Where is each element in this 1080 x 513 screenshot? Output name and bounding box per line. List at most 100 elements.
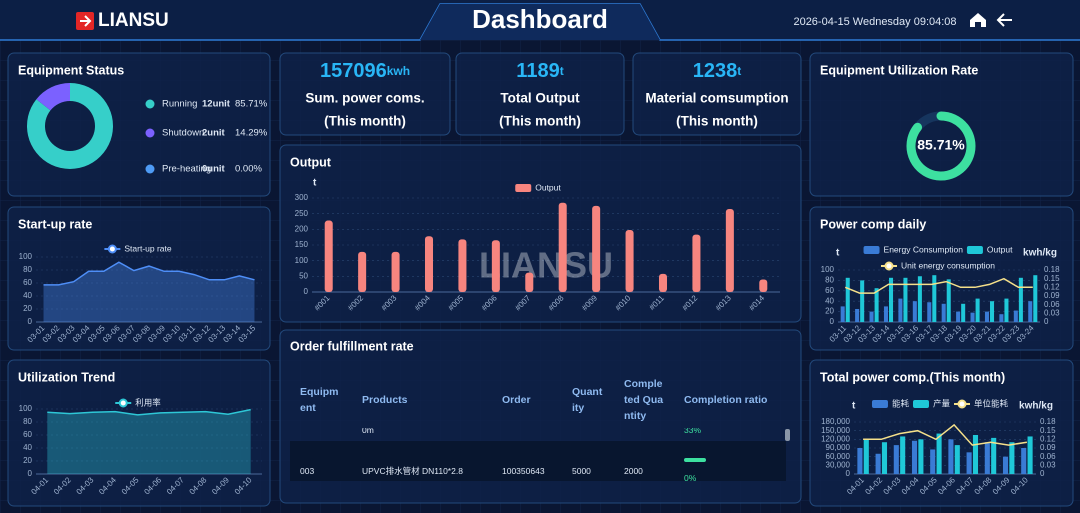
- legend-swatch: [863, 246, 880, 254]
- bar: [1028, 301, 1033, 322]
- kpi-period: (This month): [499, 114, 581, 129]
- legend-item: 利用率: [115, 397, 161, 408]
- y2-tick-label: 0.06: [1040, 452, 1056, 461]
- y2-tick-label: 0.12: [1044, 282, 1060, 291]
- bar: [984, 442, 990, 474]
- home-icon[interactable]: [970, 13, 986, 27]
- y-axis-label: t: [313, 178, 317, 189]
- back-icon[interactable]: [996, 13, 1012, 27]
- y-axis-label: t: [852, 401, 856, 412]
- bar: [424, 236, 434, 292]
- y-tick-label: 80: [23, 417, 32, 426]
- column-header: Order: [502, 394, 531, 406]
- y2-tick-label: 0.18: [1040, 417, 1056, 426]
- bar: [759, 279, 768, 292]
- legend-label: Output: [987, 244, 1013, 254]
- bar: [911, 440, 918, 474]
- bar: [936, 433, 942, 474]
- column-header: Equipment: [300, 386, 339, 414]
- bar: [900, 436, 906, 474]
- bar: [324, 220, 333, 292]
- legend-label: 单位能耗: [974, 398, 1009, 408]
- bar: [855, 309, 860, 322]
- y2-tick-label: 0.15: [1040, 426, 1056, 435]
- bar: [1002, 456, 1009, 474]
- logo-glyph: [80, 15, 92, 27]
- panel-title: Start-up rate: [18, 217, 92, 231]
- y-tick-label: 250: [295, 209, 309, 218]
- table-row: 0m 33%: [290, 428, 790, 442]
- y-tick-label: 0: [846, 469, 851, 478]
- legend-swatch: [912, 400, 929, 408]
- y-tick-label: 300: [295, 193, 309, 202]
- y-tick-label: 30,000: [826, 460, 851, 469]
- bar: [725, 208, 734, 292]
- bar: [903, 277, 908, 322]
- donut-slice: [36, 83, 70, 111]
- line: [863, 423, 1028, 446]
- bar: [984, 311, 989, 322]
- bar: [893, 445, 899, 474]
- y2-axis-label: kwh/kg: [1023, 248, 1057, 259]
- y-tick-label: 20: [825, 307, 834, 316]
- bar: [840, 306, 845, 322]
- legend-swatch: [871, 400, 888, 408]
- cell: UPVC排水管材 DN110*2.8: [362, 466, 463, 476]
- page-title: Dashboard: [472, 4, 608, 34]
- legend-swatch: [515, 184, 532, 192]
- bar: [912, 301, 917, 322]
- bar: [975, 298, 980, 322]
- legend-label: 能耗: [892, 398, 910, 408]
- legend-marker: [884, 261, 894, 271]
- legend-item: Start-up rate: [104, 243, 172, 254]
- legend-label: Output: [535, 182, 561, 192]
- bar: [918, 439, 924, 474]
- bar: [1004, 298, 1009, 322]
- bar: [391, 251, 400, 292]
- y2-tick-label: 0.18: [1044, 265, 1060, 274]
- y-tick-label: 120,000: [821, 434, 850, 443]
- panel-title: Equipment Status: [18, 63, 124, 77]
- kpi-unit: t: [737, 64, 741, 78]
- bar: [845, 277, 850, 322]
- bar: [881, 442, 888, 474]
- bar: [458, 239, 467, 292]
- y-tick-label: 90,000: [826, 443, 851, 452]
- bar: [917, 276, 922, 322]
- cell: 0%: [674, 456, 784, 486]
- bar: [592, 205, 601, 292]
- legend-dot: [145, 128, 155, 138]
- y-tick-label: 150,000: [821, 426, 850, 435]
- cell: 2000: [624, 466, 643, 476]
- y-tick-label: 200: [295, 224, 309, 233]
- y-tick-label: 40: [23, 443, 32, 452]
- y-tick-label: 20: [23, 456, 32, 465]
- panel: [279, 52, 451, 136]
- kpi-unit: kwh: [387, 64, 410, 78]
- scrollbar[interactable]: [785, 429, 790, 441]
- panel-title: Total power comp.(This month): [820, 370, 1005, 384]
- bar: [491, 240, 500, 292]
- bar: [961, 303, 966, 322]
- legend-dot: [145, 164, 155, 174]
- kpi-value: 1189t: [516, 60, 563, 82]
- y-axis-label: t: [836, 248, 840, 259]
- y-tick-label: 100: [821, 265, 835, 274]
- kpi-label: Material comsumption: [645, 91, 788, 106]
- bar: [863, 439, 869, 474]
- cell: 33%: [684, 428, 702, 435]
- bar: [1033, 275, 1038, 322]
- logo-text: LIANSU: [98, 10, 169, 31]
- y-tick-label: 100: [19, 252, 33, 261]
- legend-percent: 0.00%: [235, 164, 262, 175]
- legend-marker: [107, 244, 117, 254]
- bar: [525, 272, 534, 292]
- bar: [932, 275, 937, 322]
- bar: [883, 306, 888, 322]
- legend-label: Shutdown: [162, 128, 204, 139]
- legend-item: 产量: [912, 398, 950, 408]
- y-tick-label: 80: [825, 276, 834, 285]
- bar: [1027, 436, 1033, 474]
- kpi-period: (This month): [676, 114, 758, 129]
- table-row[interactable]: 003 UPVC排水管材 DN110*2.8 100350643 5000 20…: [290, 450, 790, 492]
